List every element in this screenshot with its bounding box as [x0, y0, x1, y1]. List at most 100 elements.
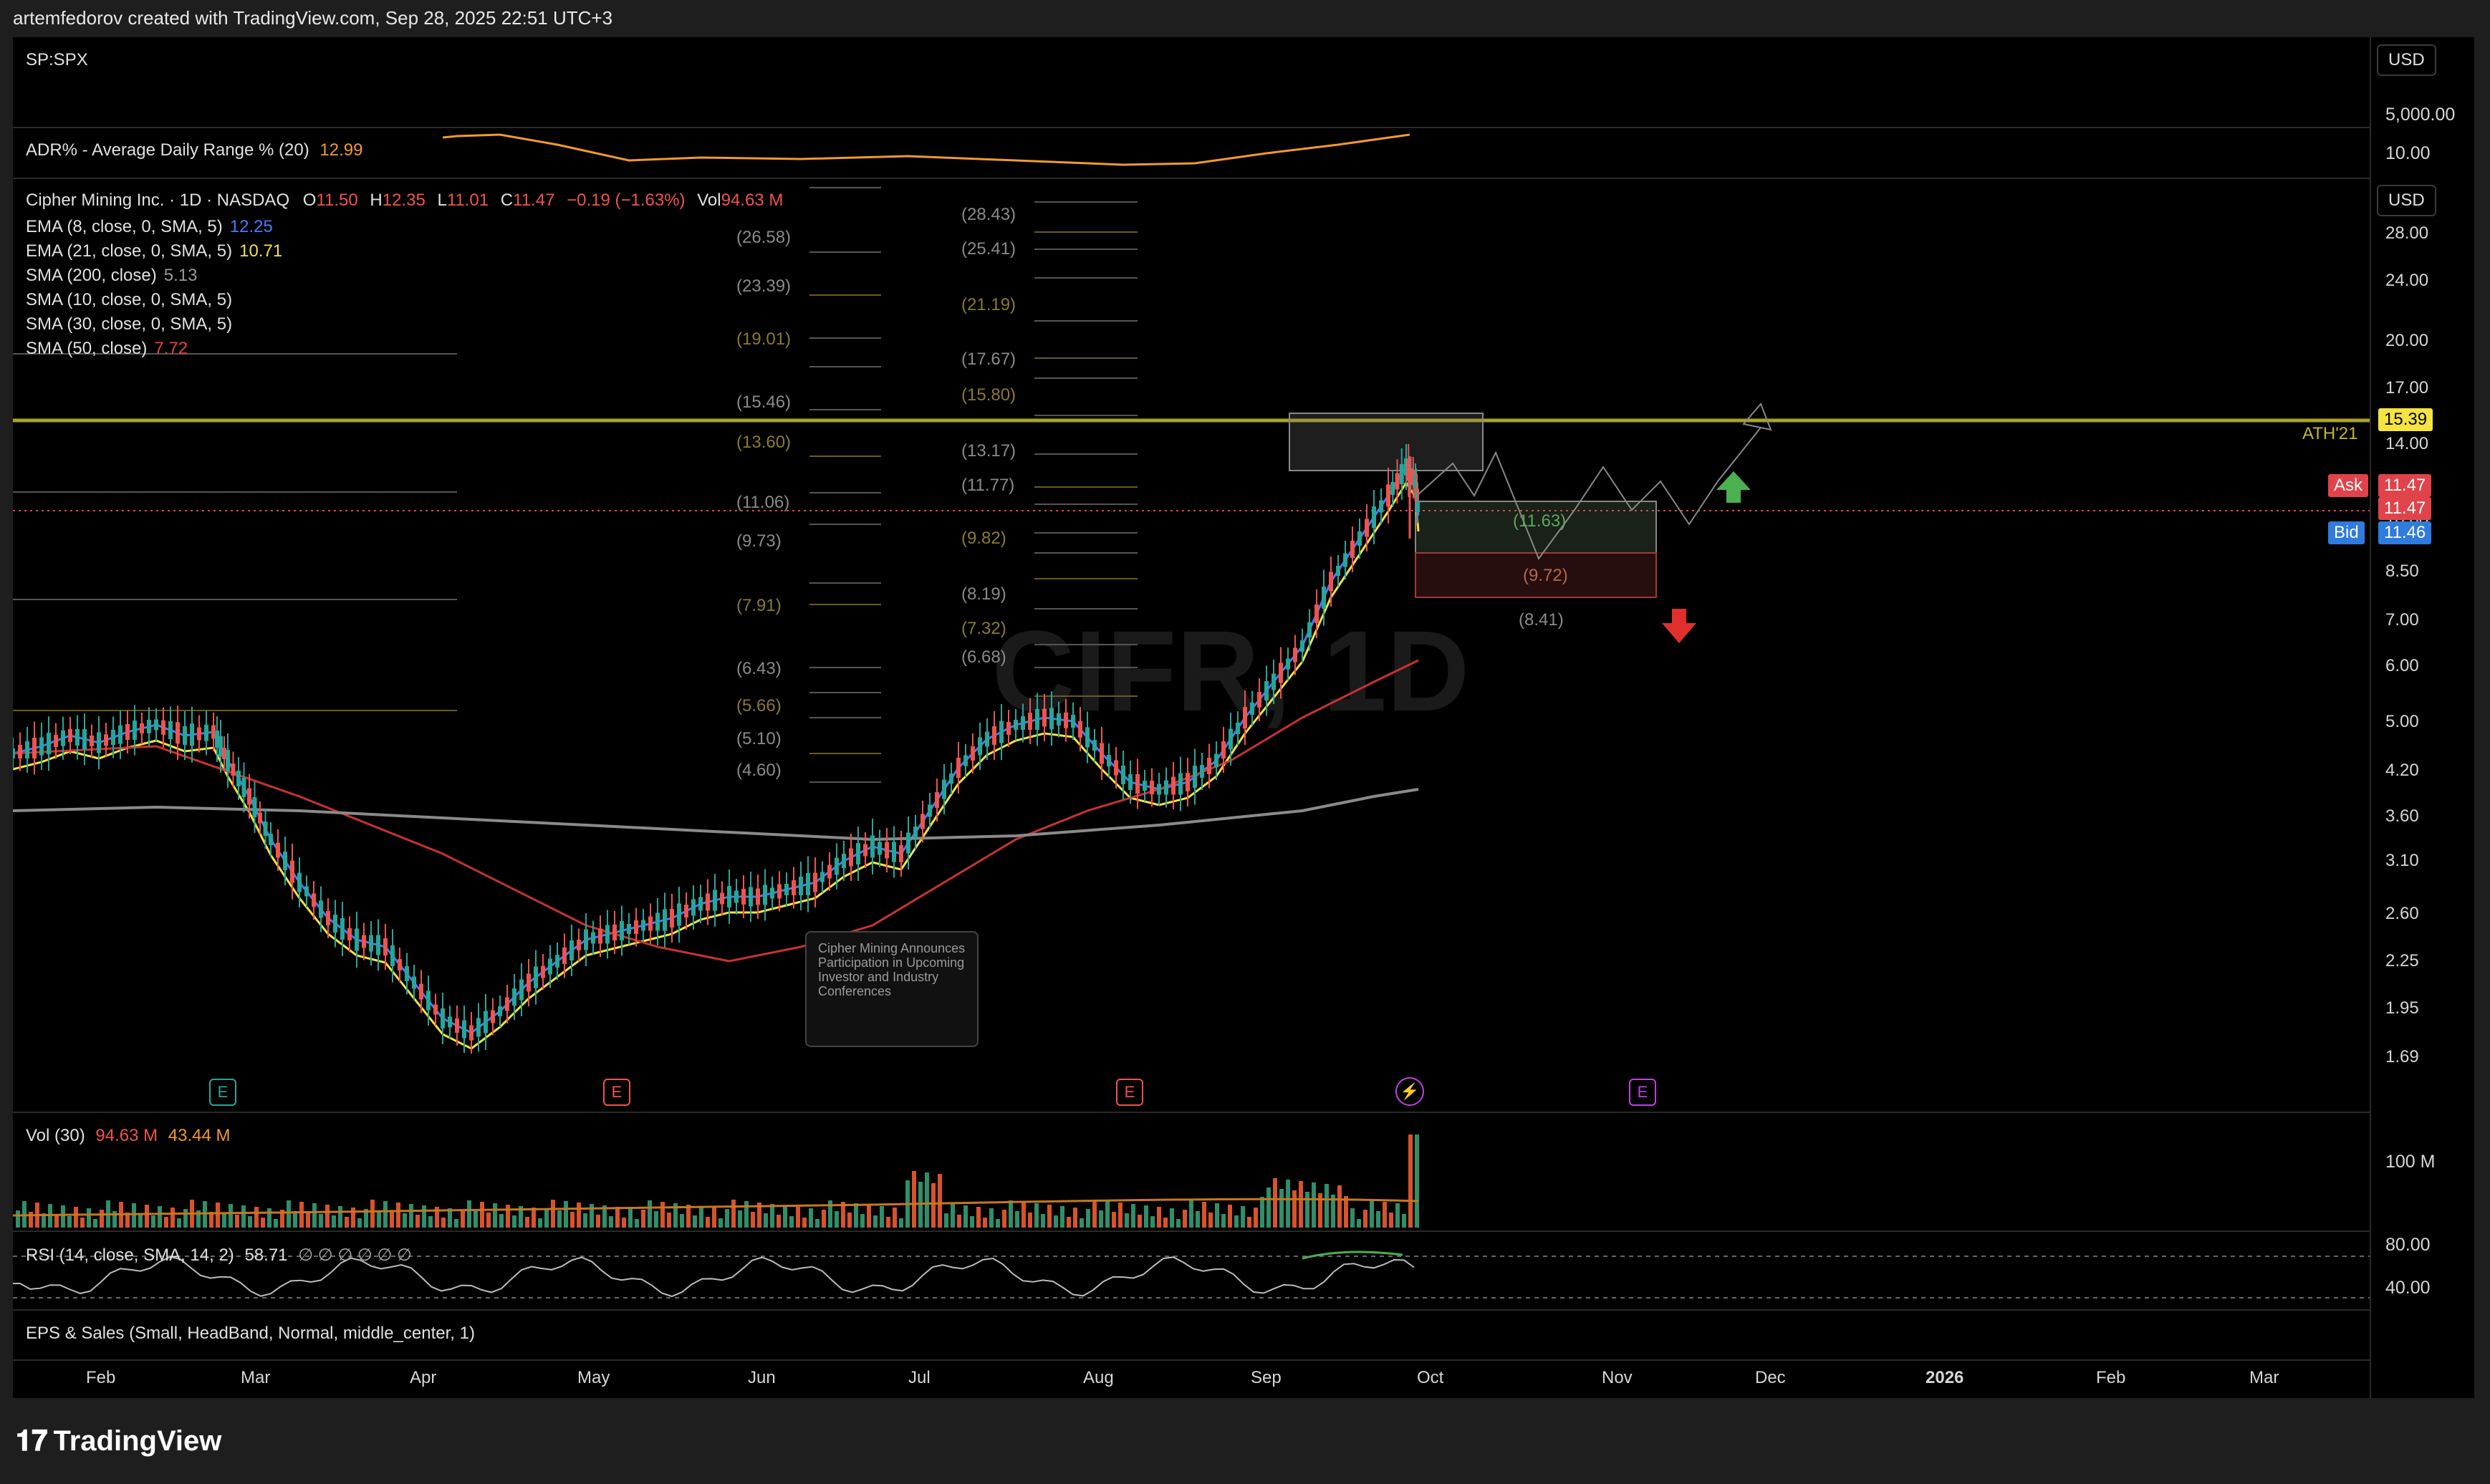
adr-legend[interactable]: ADR% - Average Daily Range % (20) 12.99 [26, 140, 362, 160]
candle-body [161, 720, 165, 735]
candle-body [1350, 541, 1355, 558]
earnings-badge[interactable]: E [1116, 1079, 1143, 1106]
candle-body [971, 746, 975, 761]
fib-level-label: (13.17) [961, 441, 1016, 461]
volume-bar [357, 1218, 362, 1228]
volume-bar [454, 1219, 458, 1228]
candle-body [1229, 728, 1233, 750]
volume-bar [1357, 1219, 1361, 1228]
price-tick: 7.00 [2385, 610, 2419, 630]
volume-bar [1150, 1216, 1155, 1228]
indicator-value: 7.72 [154, 339, 188, 358]
currency-selector[interactable]: USD [2377, 44, 2436, 76]
candle-body [304, 886, 309, 897]
volume-bar [1208, 1213, 1213, 1228]
currency-selector-main[interactable]: USD [2377, 185, 2436, 216]
candle-body [1128, 774, 1133, 790]
volume-bar [229, 1204, 233, 1228]
volume-bar [235, 1215, 239, 1228]
candle-body [241, 778, 246, 797]
candle-body [799, 877, 803, 895]
tradingview-logo-icon: 𝟏𝟕 [16, 1425, 48, 1457]
volume-bar [1383, 1202, 1387, 1228]
price-tick: 6.00 [2385, 656, 2419, 675]
candle-body [562, 948, 567, 964]
pane-separator[interactable] [13, 1112, 2370, 1113]
price-tick: 2.25 [2385, 951, 2419, 970]
volume-bar [1221, 1214, 1226, 1228]
bid-label: Bid [2328, 521, 2365, 544]
indicator-row[interactable]: EMA (21, close, 0, SMA, 5) 10.71 [26, 239, 282, 264]
tradingview-logo[interactable]: 𝟏𝟕 TradingView [16, 1425, 221, 1458]
volume-bar [1028, 1213, 1032, 1228]
main-legend[interactable]: Cipher Mining Inc. · 1D · NASDAQ O11.50 … [26, 191, 783, 211]
candle-body [176, 722, 180, 744]
volume-bar [158, 1206, 162, 1228]
volume-bar [1266, 1187, 1271, 1228]
earnings-badge[interactable]: E [209, 1079, 236, 1106]
eps-sales-legend[interactable]: EPS & Sales (Small, HeadBand, Normal, mi… [26, 1324, 475, 1343]
candle-body [1157, 784, 1161, 795]
volume-bar [54, 1215, 59, 1228]
volume-bar [1279, 1189, 1284, 1228]
candle-body [813, 872, 817, 892]
earnings-badge[interactable]: E [603, 1079, 630, 1106]
volume-bar [944, 1213, 948, 1228]
fib-level-label: (21.19) [961, 295, 1016, 314]
pane-separator[interactable] [13, 1230, 2370, 1232]
volume-bar [989, 1208, 994, 1228]
volume-bar [209, 1212, 213, 1228]
candle-body [168, 721, 173, 739]
indicator-row[interactable]: SMA (10, close, 0, SMA, 5) [26, 288, 282, 312]
volume-bar [602, 1205, 607, 1228]
volume-bar [280, 1210, 284, 1228]
compare-symbol[interactable]: SP:SPX [26, 50, 88, 69]
chart-area[interactable]: CIFR, 1D SP:SPX ADR% - Average Daily Ran… [13, 37, 2474, 1398]
time-tick: 2026 [1926, 1368, 1964, 1387]
price-tick: 28.00 [2385, 223, 2429, 243]
candle-body [1186, 773, 1190, 791]
volume-bar [1189, 1200, 1193, 1228]
candle-body [1365, 519, 1369, 537]
candle-body [505, 997, 509, 1011]
candle-body [1286, 658, 1290, 670]
pane-separator[interactable] [13, 1359, 2370, 1361]
candle-body [827, 864, 832, 879]
candle-body [870, 835, 875, 858]
candle-body [627, 924, 631, 934]
pane-separator[interactable] [13, 178, 2370, 179]
volume-bar [428, 1216, 433, 1228]
target-zone [1415, 501, 1657, 554]
candle-body [591, 932, 595, 944]
pane-separator[interactable] [13, 127, 2370, 128]
candle-body [290, 860, 294, 883]
volume-legend[interactable]: Vol (30) 94.63 M 43.44 M [26, 1126, 231, 1146]
earnings-badge[interactable]: E [1629, 1079, 1656, 1106]
volume-bar [976, 1207, 981, 1228]
volume-bar [1228, 1205, 1232, 1228]
pane-separator[interactable] [13, 1309, 2370, 1311]
volume-bar [183, 1209, 188, 1228]
volume-bar [970, 1216, 974, 1228]
volume-bar [1086, 1209, 1090, 1228]
indicator-row[interactable]: SMA (30, close, 0, SMA, 5) [26, 312, 282, 337]
news-flash-icon[interactable]: ⚡ [1395, 1077, 1424, 1106]
news-callout[interactable]: Cipher Mining Announces Participation in… [805, 931, 979, 1047]
volume-bar [1196, 1211, 1200, 1228]
candle-body [1372, 506, 1376, 528]
candle-body [405, 966, 409, 981]
indicator-row[interactable]: SMA (200, close) 5.13 [26, 264, 282, 288]
indicator-row[interactable]: EMA (8, close, 0, SMA, 5) 12.25 [26, 215, 282, 239]
candle-body [1150, 781, 1154, 794]
fib-level-label: (23.39) [736, 276, 792, 296]
volume-bar [1112, 1212, 1116, 1228]
volume-bar [590, 1204, 594, 1228]
price-tick: 3.60 [2385, 806, 2419, 826]
resistance-zone [1289, 413, 1484, 471]
volume-bar [216, 1203, 220, 1228]
fib-level-label: (6.68) [961, 647, 1006, 667]
candle-body [118, 725, 122, 744]
rsi-legend[interactable]: RSI (14, close, SMA, 14, 2) 58.71 ∅ ∅ ∅ … [26, 1245, 412, 1266]
indicator-row[interactable]: SMA (50, close) 7.72 [26, 337, 282, 361]
price-chart-canvas[interactable]: CIFR, 1D [13, 37, 2370, 1398]
